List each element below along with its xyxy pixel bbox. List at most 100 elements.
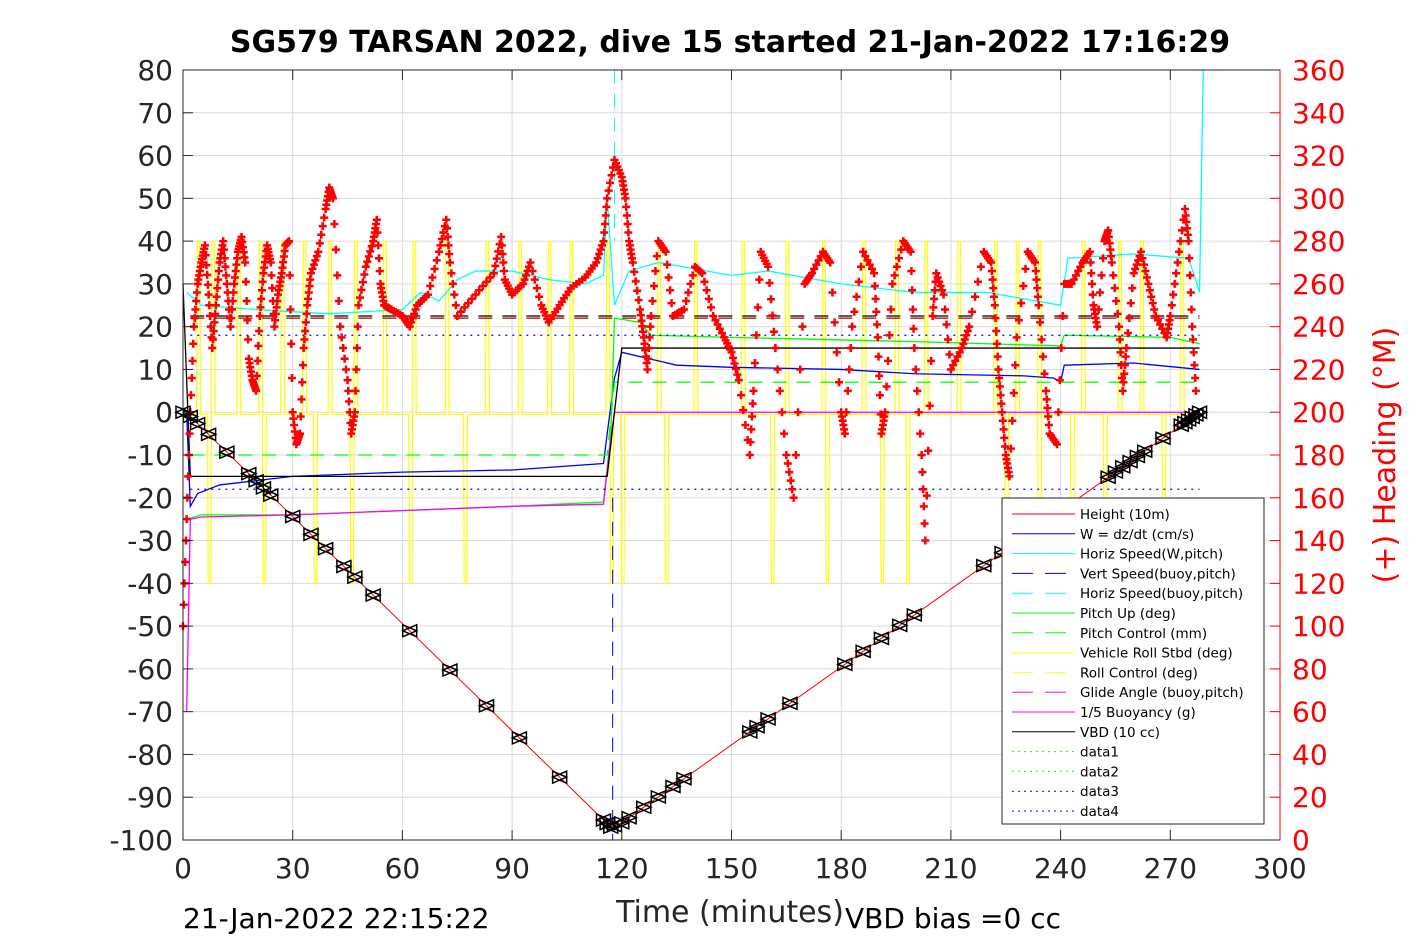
heading-marker: [633, 286, 642, 295]
heading-marker: [976, 262, 985, 271]
depth-marker: [854, 644, 873, 659]
heading-marker: [317, 230, 326, 239]
heading-marker: [875, 391, 884, 400]
heading-marker: [791, 451, 800, 459]
heading-marker: [428, 273, 437, 282]
heading-marker: [453, 311, 462, 320]
heading-marker: [447, 269, 456, 278]
heading-marker: [1094, 305, 1103, 314]
y-tick-label: 80: [137, 54, 173, 87]
legend-label: Glide Angle (buoy,pitch): [1080, 685, 1244, 701]
heading-marker: [445, 258, 454, 267]
heading-marker: [1137, 247, 1146, 256]
heading-marker: [339, 344, 348, 353]
heading-marker: [208, 335, 217, 344]
heading-marker: [363, 257, 372, 266]
heading-marker: [840, 429, 849, 438]
depth-marker: [890, 618, 909, 633]
depth-marker: [974, 558, 993, 573]
heading-marker: [1031, 267, 1040, 276]
heading-marker: [456, 307, 465, 316]
heading-marker: [783, 459, 792, 468]
heading-marker: [200, 241, 209, 250]
heading-marker: [602, 202, 611, 211]
depth-marker: [872, 631, 891, 646]
heading-marker: [211, 301, 220, 310]
depth-marker: [1135, 444, 1154, 459]
y-tick-label: 10: [137, 353, 173, 386]
heading-marker: [491, 261, 500, 270]
heading-marker: [930, 294, 939, 303]
heading-marker: [739, 406, 748, 415]
heading-marker: [1044, 421, 1053, 430]
heading-marker: [600, 228, 609, 237]
heading-marker: [1188, 335, 1197, 344]
heading-marker: [1113, 309, 1122, 318]
heading-marker: [927, 356, 936, 365]
heading-marker: [845, 365, 854, 374]
heading-marker: [733, 370, 742, 379]
depth-marker: [664, 779, 682, 794]
heading-marker: [1122, 344, 1131, 353]
heading-marker: [298, 361, 307, 370]
heading-marker: [755, 275, 764, 284]
heading-marker: [226, 322, 235, 331]
x-tick-label: 180: [814, 852, 867, 885]
heading-marker: [908, 286, 917, 295]
heading-marker: [314, 247, 323, 256]
heading-marker: [1132, 260, 1141, 269]
heading-marker: [946, 365, 955, 374]
heading-marker: [228, 297, 237, 305]
heading-marker: [358, 278, 367, 287]
heading-marker: [460, 303, 469, 312]
heading-marker: [663, 260, 672, 269]
heading-marker: [320, 213, 329, 222]
heading-marker: [830, 318, 839, 327]
heading-marker: [992, 339, 1001, 348]
heading-marker: [873, 333, 882, 342]
heading-marker: [955, 348, 964, 357]
heading-marker: [333, 271, 342, 280]
heading-marker: [1034, 301, 1043, 310]
y-tick-label: 50: [137, 182, 173, 215]
heading-marker: [842, 408, 851, 417]
heading-marker: [1191, 386, 1200, 395]
heading-marker: [646, 322, 655, 331]
heading-marker: [1170, 279, 1179, 288]
heading-marker: [374, 241, 383, 250]
heading-marker: [667, 299, 676, 308]
heading-marker: [1123, 329, 1132, 338]
heading-marker: [991, 314, 1000, 323]
heading-marker: [717, 329, 726, 338]
heading-marker: [1166, 311, 1175, 320]
heading-marker: [345, 397, 354, 406]
depth-marker: [188, 416, 207, 431]
depth-marker: [550, 770, 569, 785]
heading-marker: [448, 279, 457, 288]
heading-marker: [355, 293, 364, 302]
heading-marker: [747, 412, 756, 421]
x-tick-label: 90: [494, 852, 530, 885]
heading-marker: [1178, 226, 1186, 235]
heading-marker: [352, 365, 361, 374]
heading-marker: [773, 365, 782, 374]
x-tick-label: 150: [705, 852, 758, 885]
heading-marker: [296, 412, 305, 421]
heading-marker: [1008, 416, 1017, 425]
heading-marker: [1120, 369, 1129, 378]
heading-marker: [499, 258, 508, 267]
heading-marker: [353, 344, 362, 353]
heading-marker: [1131, 264, 1140, 273]
heading-marker: [1074, 267, 1083, 276]
right-y-tick-label: 240: [1292, 311, 1345, 344]
heading-marker: [1141, 267, 1150, 276]
heading-marker: [227, 314, 236, 323]
heading-marker: [486, 273, 495, 282]
heading-marker: [919, 485, 928, 494]
heading-marker: [203, 280, 212, 289]
depth-marker: [1186, 407, 1205, 422]
depth-marker: [334, 559, 353, 574]
heading-marker: [727, 348, 736, 357]
right-y-tick-label: 280: [1292, 225, 1345, 258]
footer-timestamp: 21-Jan-2022 22:15:22: [183, 902, 489, 935]
